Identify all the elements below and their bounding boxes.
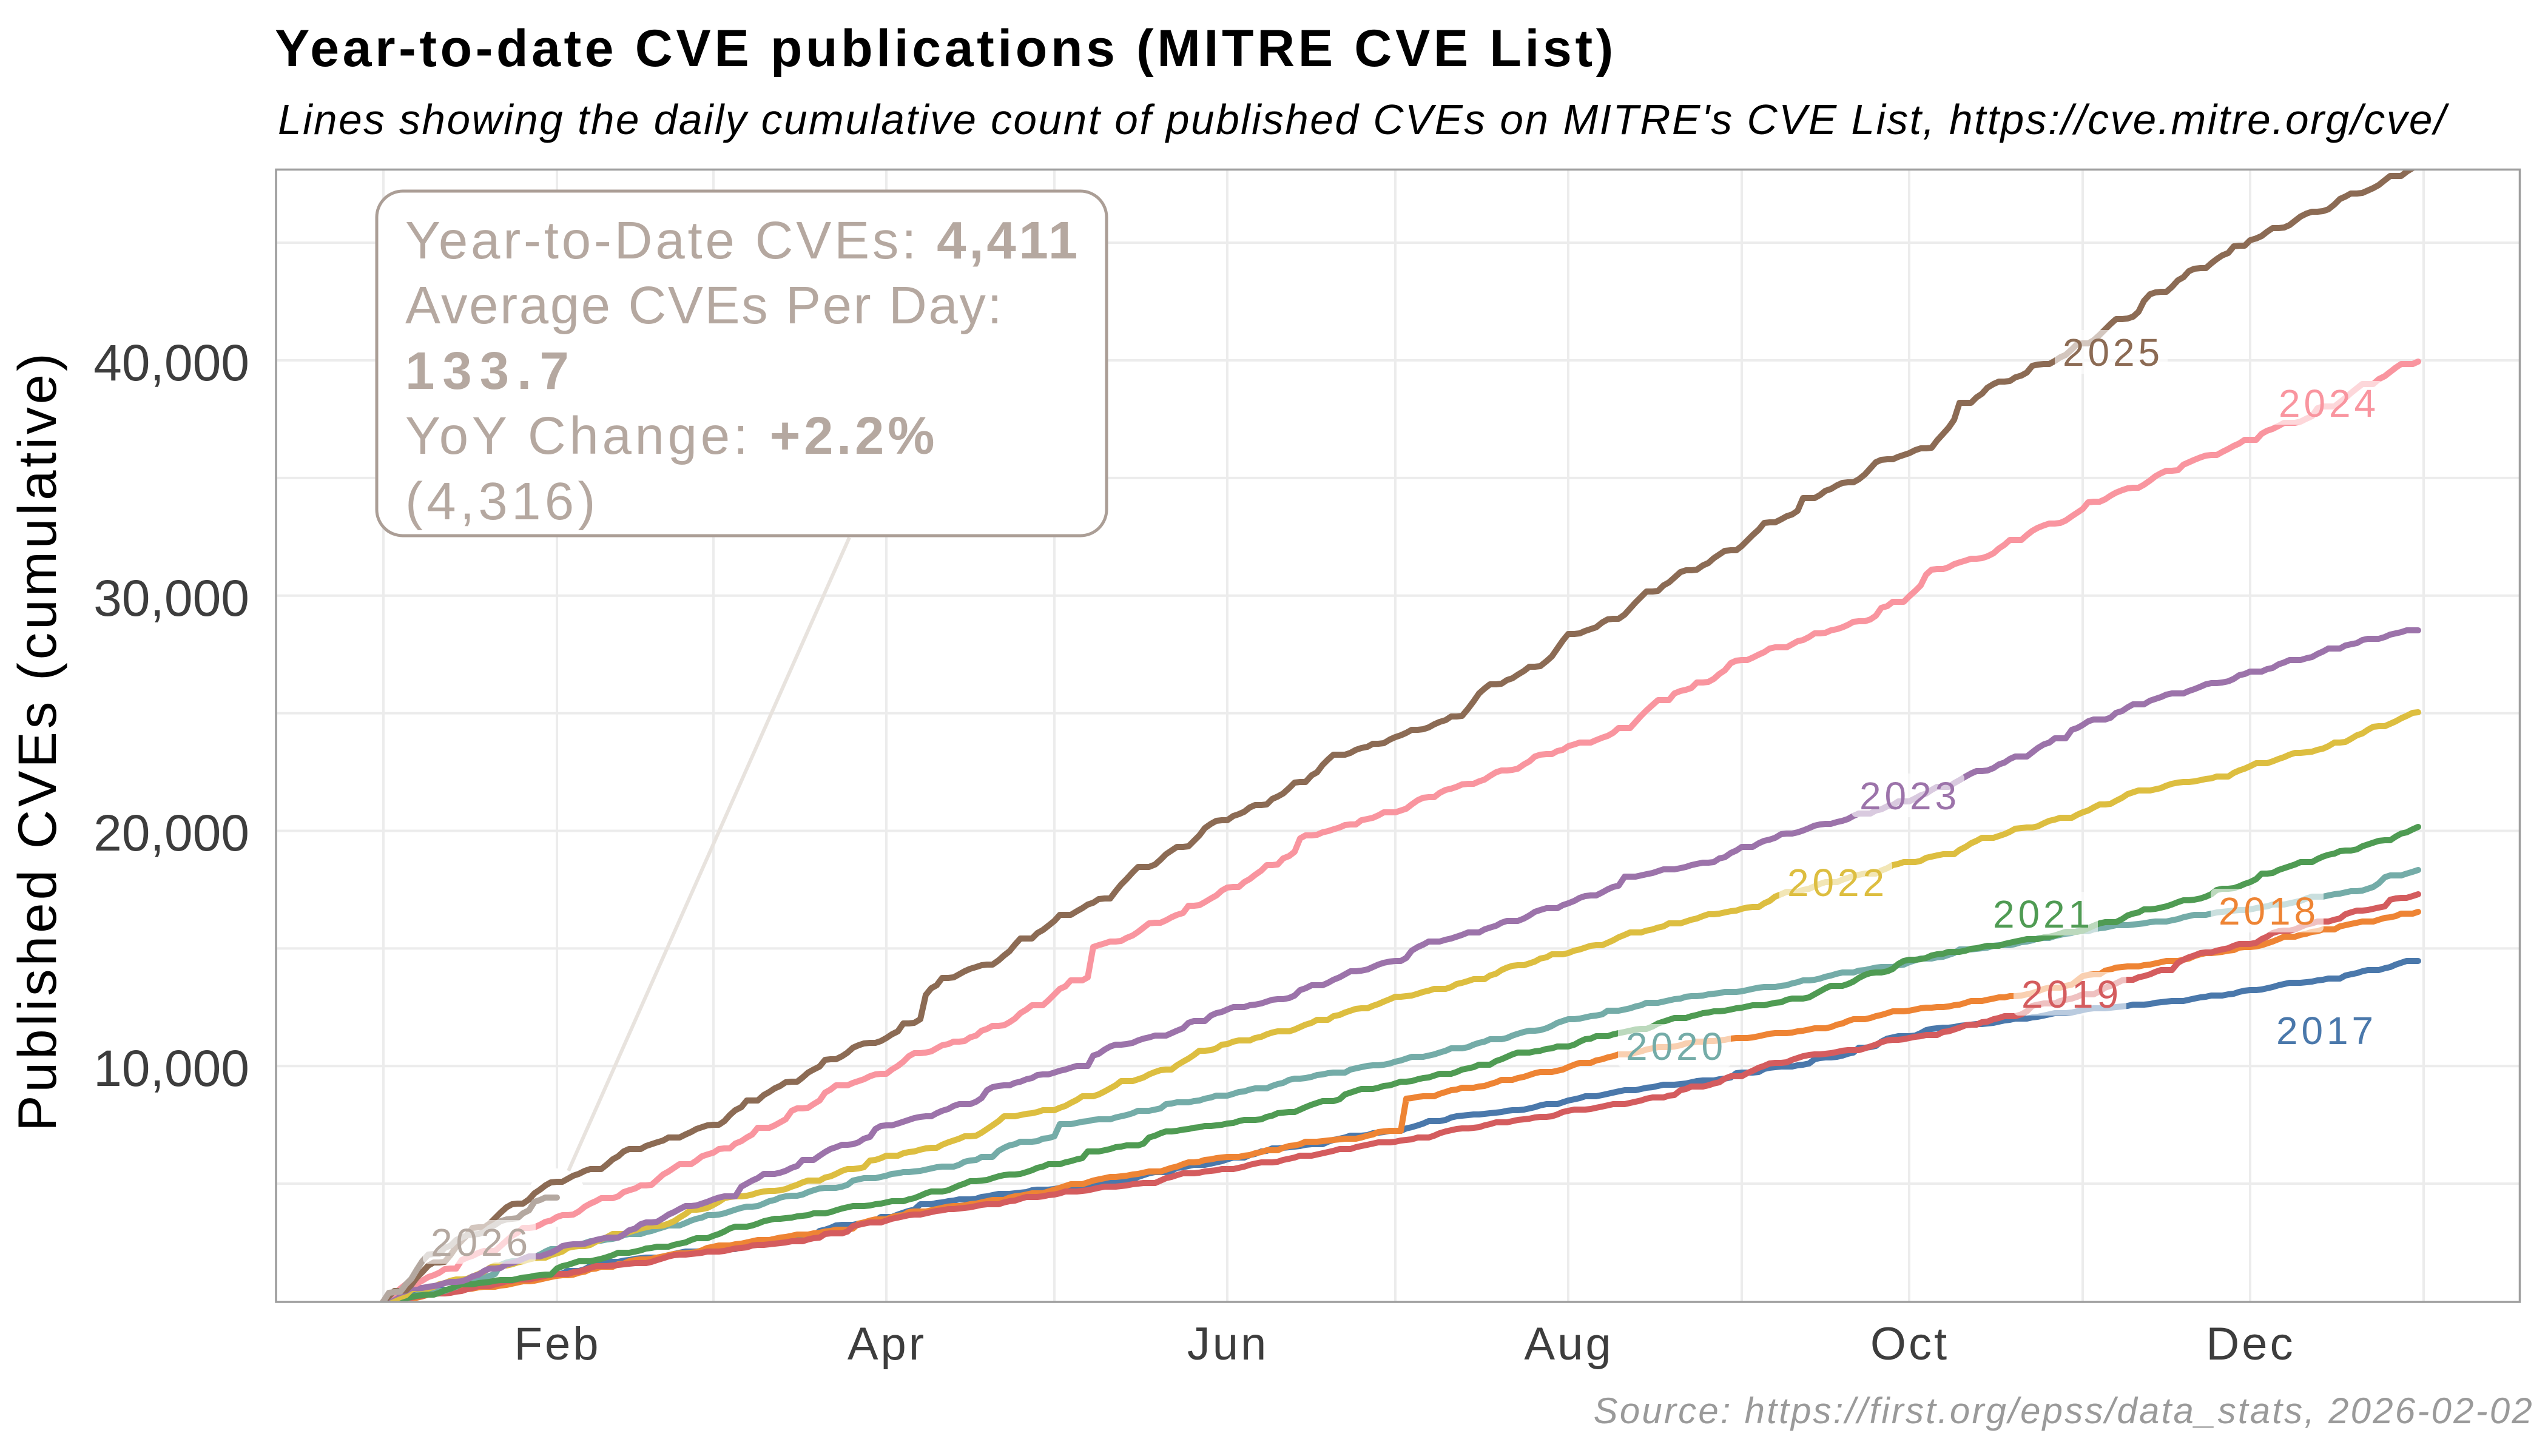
svg-text:Source: https://first.org/epss: Source: https://first.org/epss/data_stat… <box>1594 1390 2534 1431</box>
svg-text:20,000: 20,000 <box>93 804 249 861</box>
svg-text:Year-to-date CVE publications: Year-to-date CVE publications (MITRE CVE… <box>275 19 1617 78</box>
svg-text:2026: 2026 <box>431 1221 531 1264</box>
svg-text:2020: 2020 <box>1626 1025 1727 1068</box>
svg-text:40,000: 40,000 <box>93 334 249 391</box>
svg-text:(4,316): (4,316) <box>405 472 599 531</box>
svg-text:Feb: Feb <box>514 1318 601 1370</box>
svg-text:Published CVEs (cumulative): Published CVEs (cumulative) <box>7 350 67 1131</box>
svg-text:133.7: 133.7 <box>405 342 577 400</box>
svg-text:2019: 2019 <box>2021 972 2122 1016</box>
svg-text:30,000: 30,000 <box>93 570 249 627</box>
svg-text:2024: 2024 <box>2279 382 2379 425</box>
svg-text:2023: 2023 <box>1859 774 1960 818</box>
svg-text:2017: 2017 <box>2276 1009 2377 1053</box>
svg-text:2025: 2025 <box>2063 331 2163 374</box>
svg-text:Apr: Apr <box>848 1318 926 1370</box>
svg-text:Dec: Dec <box>2206 1318 2295 1370</box>
svg-text:10,000: 10,000 <box>93 1040 249 1097</box>
svg-text:Year-to-Date CVEs: 4,411: Year-to-Date CVEs: 4,411 <box>405 211 1080 270</box>
svg-text:Aug: Aug <box>1524 1318 1613 1370</box>
svg-text:2021: 2021 <box>1993 892 2094 936</box>
svg-text:Jun: Jun <box>1187 1318 1269 1370</box>
svg-text:Average CVEs Per Day:: Average CVEs Per Day: <box>405 276 1003 335</box>
svg-text:2018: 2018 <box>2219 889 2319 933</box>
svg-text:Lines showing the daily cumula: Lines showing the daily cumulative count… <box>278 96 2450 143</box>
svg-text:2022: 2022 <box>1787 861 1888 905</box>
svg-text:Oct: Oct <box>1870 1318 1949 1370</box>
svg-text:YoY Change: +2.2%: YoY Change: +2.2% <box>405 406 938 465</box>
